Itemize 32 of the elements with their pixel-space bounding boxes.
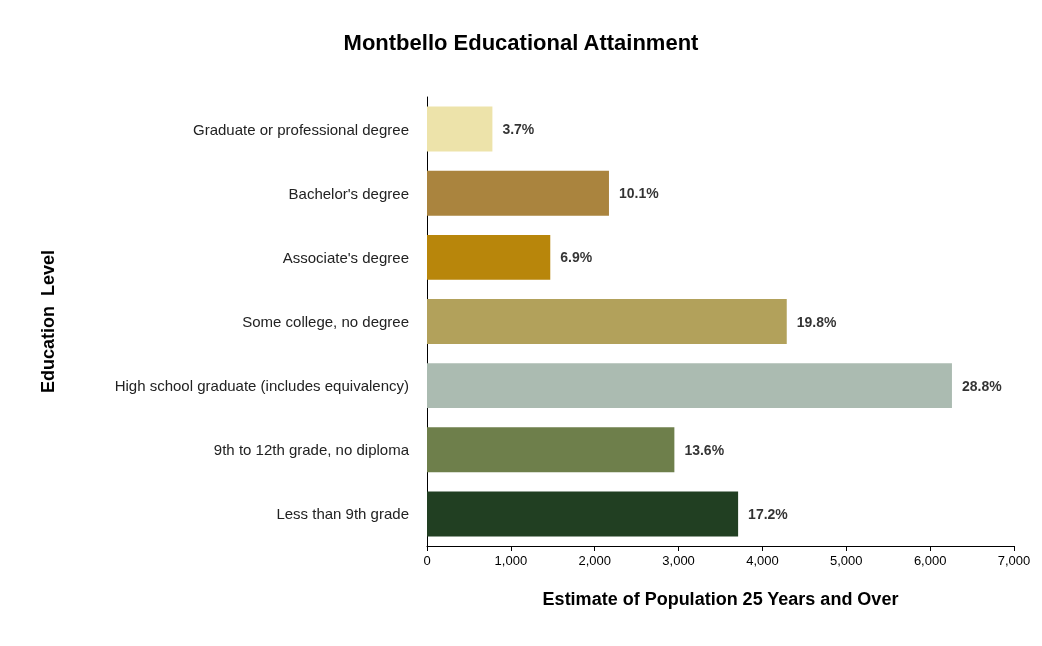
annotation: 6.9% xyxy=(560,249,593,266)
annotation: 10.1% xyxy=(618,185,660,202)
y-tick-label: 9th to 12th grade, no diploma xyxy=(213,441,410,459)
y-tick-label: Graduate or professional degree xyxy=(193,120,409,138)
bar xyxy=(427,170,609,216)
bar xyxy=(427,427,675,473)
x-tick-label: 2,000 xyxy=(578,553,611,568)
bar xyxy=(427,106,493,152)
y-axis-title: Education Level xyxy=(38,249,58,394)
annotation: 13.6% xyxy=(684,441,725,458)
annotation: 28.8% xyxy=(961,377,1003,394)
x-tick-label: 6,000 xyxy=(913,553,947,568)
y-tick-label: Bachelor's degree xyxy=(288,184,409,202)
x-tick-label: 4,000 xyxy=(746,553,779,568)
x-tick-label: 5,000 xyxy=(830,553,863,568)
annotation: 19.8% xyxy=(796,313,837,330)
annotation: 3.7% xyxy=(502,121,535,138)
x-tick-label: 7,000 xyxy=(997,553,1031,568)
bar xyxy=(427,491,739,537)
chart-title: Montbello Educational Attainment xyxy=(343,29,700,55)
x-tick-label: 0 xyxy=(423,553,431,568)
y-tick-label: Associate's degree xyxy=(282,248,409,266)
x-tick-label: 1,000 xyxy=(494,553,528,568)
bar xyxy=(427,299,787,344)
x-axis-title: Estimate of Population 25 Years and Over xyxy=(542,589,899,609)
x-tick-label: 3,000 xyxy=(662,553,695,568)
bar xyxy=(427,234,551,280)
y-tick-label: Some college, no degree xyxy=(242,313,409,330)
y-tick-label: Less than 9th grade xyxy=(276,505,409,523)
y-tick-label: High school graduate (includes equivalency) xyxy=(114,377,409,395)
annotation: 17.2% xyxy=(748,505,789,522)
bar xyxy=(427,363,952,409)
